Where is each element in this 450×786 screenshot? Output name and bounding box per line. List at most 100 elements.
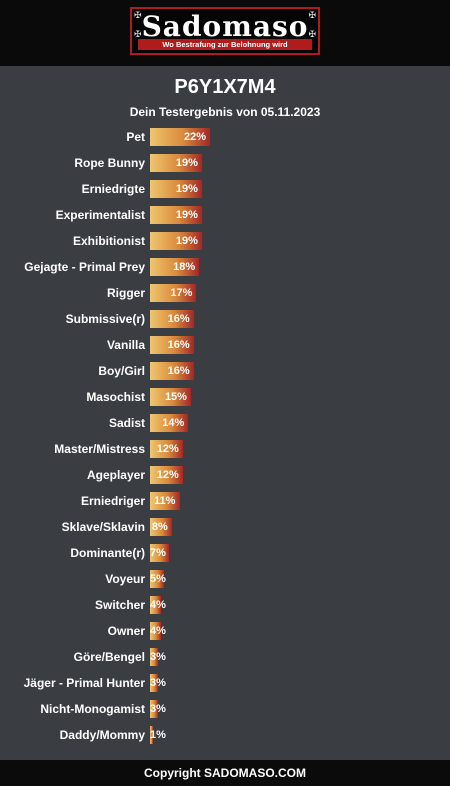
percent-label: 16% (167, 339, 190, 351)
score-bar (150, 414, 189, 432)
score-bar (150, 258, 200, 276)
percent-label: 3% (150, 651, 166, 663)
site-logo[interactable]: ✠ ✠ ✠ ✠ Sadomaso Wo Bestrafung zur Beloh… (130, 7, 320, 55)
score-bar (150, 180, 202, 198)
category-label: Masochist (86, 390, 145, 404)
chart-row: Göre/Bengel 3% (0, 648, 450, 666)
category-label: Ageplayer (86, 468, 145, 482)
category-label: Rope Bunny (74, 156, 145, 170)
percent-label: 15% (164, 391, 187, 403)
chart-row: Masochist 15% (0, 388, 450, 406)
score-bar (150, 206, 202, 224)
chart-row: Ageplayer 12% (0, 466, 450, 484)
score-bar (150, 570, 164, 588)
category-label: Gejagte - Primal Prey (24, 260, 145, 274)
percent-label: 19% (175, 235, 198, 247)
category-label: Erniedrigte (81, 182, 145, 196)
score-bar (150, 518, 172, 536)
category-label: Dominante(r) (70, 546, 145, 560)
category-label: Sklave/Sklavin (61, 520, 145, 534)
chart-row: Experimentalist 19% (0, 206, 450, 224)
category-label: Sadist (108, 416, 145, 430)
category-label: Submissive(r) (65, 312, 145, 326)
score-bar (150, 466, 183, 484)
percent-label: 12% (156, 469, 179, 481)
chart-row: Nicht-Monogamist 3% (0, 700, 450, 718)
category-label: Erniedriger (80, 494, 145, 508)
corner-ornament-icon: ✠ (134, 29, 142, 39)
score-bar (150, 310, 194, 328)
chart-row: Sadist 14% (0, 414, 450, 432)
score-bar (150, 362, 194, 380)
score-bar (150, 648, 159, 666)
chart-row: Gejagte - Primal Prey 18% (0, 258, 450, 276)
percent-label: 1% (150, 729, 166, 741)
score-bar (150, 336, 194, 354)
score-bar (150, 726, 153, 744)
score-bar (150, 232, 202, 250)
chart-row: Switcher 4% (0, 596, 450, 614)
chart-row: Pet 22% (0, 128, 450, 146)
category-label: Experimentalist (55, 208, 145, 222)
percent-label: 16% (167, 313, 190, 325)
percent-label: 3% (150, 677, 166, 689)
category-label: Jäger - Primal Hunter (23, 676, 145, 690)
category-label: Göre/Bengel (73, 650, 145, 664)
chart-row: Master/Mistress 12% (0, 440, 450, 458)
result-subtitle: Dein Testergebnis von 05.11.2023 (129, 105, 321, 119)
score-bar (150, 622, 161, 640)
percent-label: 22% (184, 131, 207, 143)
category-label: Voyeur (105, 572, 145, 586)
percent-label: 4% (150, 599, 166, 611)
chart-row: Rigger 17% (0, 284, 450, 302)
corner-ornament-icon: ✠ (308, 29, 316, 39)
chart-row: Dominante(r) 7% (0, 544, 450, 562)
logo-wordmark: Sadomaso (141, 10, 309, 43)
score-bar (150, 596, 161, 614)
category-label: Master/Mistress (54, 442, 145, 456)
category-label: Vanilla (106, 338, 145, 352)
chart-row: Exhibitionist 19% (0, 232, 450, 250)
category-label: Exhibitionist (73, 234, 145, 248)
category-label: Nicht-Monogamist (40, 702, 145, 716)
chart-row: Erniedrigte 19% (0, 180, 450, 198)
chart-row: Boy/Girl 16% (0, 362, 450, 380)
percent-label: 12% (156, 443, 179, 455)
chart-row: Daddy/Mommy 1% (0, 726, 450, 744)
chart-row: Jäger - Primal Hunter 3% (0, 674, 450, 692)
percent-label: 5% (150, 573, 166, 585)
corner-ornament-icon: ✠ (308, 10, 316, 20)
percent-label: 16% (167, 365, 190, 377)
category-label: Owner (107, 624, 145, 638)
score-bar (150, 700, 159, 718)
score-bar (150, 154, 202, 172)
percent-label: 8% (151, 521, 168, 533)
percent-label: 19% (175, 209, 198, 221)
chart-row: Erniedriger 11% (0, 492, 450, 510)
chart-row: Submissive(r) 16% (0, 310, 450, 328)
category-label: Pet (126, 130, 145, 144)
category-label: Boy/Girl (98, 364, 145, 378)
score-bar (150, 674, 159, 692)
score-bar (150, 544, 170, 562)
percent-label: 17% (170, 287, 193, 299)
result-code: P6Y1X7M4 (174, 76, 276, 98)
percent-label: 4% (150, 625, 166, 637)
corner-ornament-icon: ✠ (134, 10, 142, 20)
percent-label: 11% (154, 495, 176, 507)
percent-label: 19% (175, 157, 198, 169)
footer-copyright: Copyright SADOMASO.COM (0, 760, 450, 786)
percent-label: 3% (150, 703, 166, 715)
percent-label: 7% (150, 547, 166, 559)
logo-tagline: Wo Bestrafung zur Belohnung wird (138, 39, 312, 50)
category-label: Rigger (106, 286, 145, 300)
score-bar (150, 128, 211, 146)
percent-label: 19% (175, 183, 198, 195)
result-panel: P6Y1X7M4 Dein Testergebnis von 05.11.202… (0, 66, 450, 760)
score-bar (150, 492, 181, 510)
chart-row: Voyeur 5% (0, 570, 450, 588)
chart-row: Sklave/Sklavin 8% (0, 518, 450, 536)
percent-label: 18% (173, 261, 196, 273)
score-bar (150, 388, 191, 406)
chart-row: Rope Bunny 19% (0, 154, 450, 172)
